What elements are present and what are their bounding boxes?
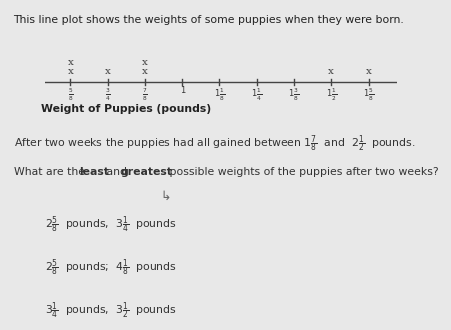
Text: $\frac{7}{8}$: $\frac{7}{8}$ [142,86,148,103]
Text: This line plot shows the weights of some puppies when they were born.: This line plot shows the weights of some… [14,15,404,25]
Text: After two weeks the puppies had all gained between $1\frac{7}{8}$  and  $2\frac{: After two weeks the puppies had all gain… [14,134,415,155]
Text: x: x [68,58,74,67]
Text: x: x [328,67,334,76]
Text: ↳: ↳ [160,189,170,202]
Text: $\frac{3}{4}$: $\frac{3}{4}$ [105,86,110,103]
Text: x: x [68,67,74,76]
Text: and: and [103,167,130,177]
Text: $3\frac{1}{4}$  pounds,  $3\frac{1}{2}$  pounds: $3\frac{1}{4}$ pounds, $3\frac{1}{2}$ po… [45,300,177,322]
Text: possible weights of the puppies after two weeks?: possible weights of the puppies after tw… [166,167,438,177]
Text: least: least [79,167,109,177]
Text: $1\frac{3}{8}$: $1\frac{3}{8}$ [289,86,299,103]
Text: x: x [366,67,372,76]
Text: $1\frac{1}{4}$: $1\frac{1}{4}$ [251,86,262,103]
Text: 1: 1 [179,86,185,95]
Text: $2\frac{5}{8}$  pounds;  $4\frac{1}{8}$  pounds: $2\frac{5}{8}$ pounds; $4\frac{1}{8}$ po… [45,257,177,279]
Text: $1\frac{1}{8}$: $1\frac{1}{8}$ [214,86,225,103]
Text: x: x [142,67,148,76]
Text: x: x [105,67,110,76]
Text: $2\frac{5}{8}$  pounds,  $3\frac{1}{4}$  pounds: $2\frac{5}{8}$ pounds, $3\frac{1}{4}$ po… [45,214,177,236]
Text: What are the: What are the [14,167,88,177]
Text: $\frac{5}{8}$: $\frac{5}{8}$ [68,86,74,103]
Text: greatest: greatest [121,167,173,177]
Text: $1\frac{5}{8}$: $1\frac{5}{8}$ [363,86,374,103]
Text: Weight of Puppies (pounds): Weight of Puppies (pounds) [41,104,212,114]
Text: x: x [142,58,148,67]
Text: $1\frac{1}{2}$: $1\frac{1}{2}$ [326,86,337,103]
